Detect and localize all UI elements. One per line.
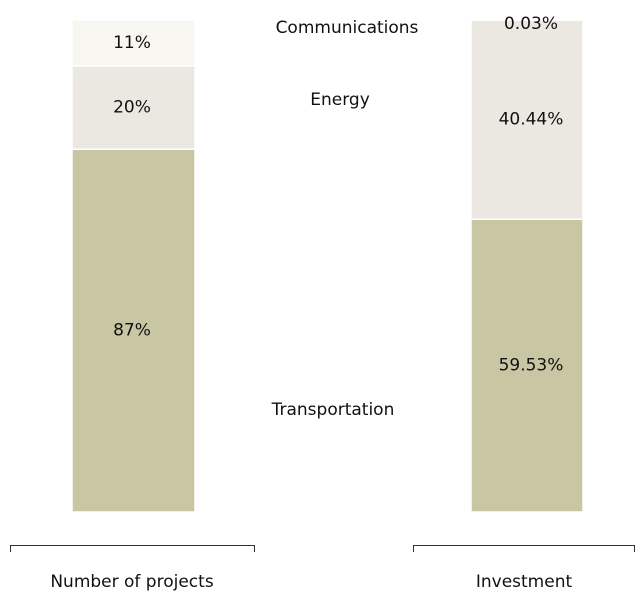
data-label: 40.44% (499, 110, 564, 130)
data-label: 87% (113, 321, 151, 341)
data-label: 11% (113, 33, 151, 53)
data-label: 20% (113, 98, 151, 118)
x-axis (413, 545, 635, 552)
data-label: 0.03% (504, 14, 558, 34)
x-axis (10, 545, 255, 552)
series-label: Communications (276, 18, 419, 38)
data-label: 59.53% (499, 356, 564, 376)
bar-segment (470, 218, 584, 513)
bar-segment (71, 148, 196, 513)
bar-segment (470, 19, 584, 220)
x-tick-label: Number of projects (50, 572, 213, 592)
series-label: Transportation (271, 400, 395, 420)
bar-segment (71, 65, 196, 151)
series-label: Energy (310, 90, 370, 110)
bar-segment (71, 19, 196, 67)
x-tick-label: Investment (476, 572, 573, 592)
